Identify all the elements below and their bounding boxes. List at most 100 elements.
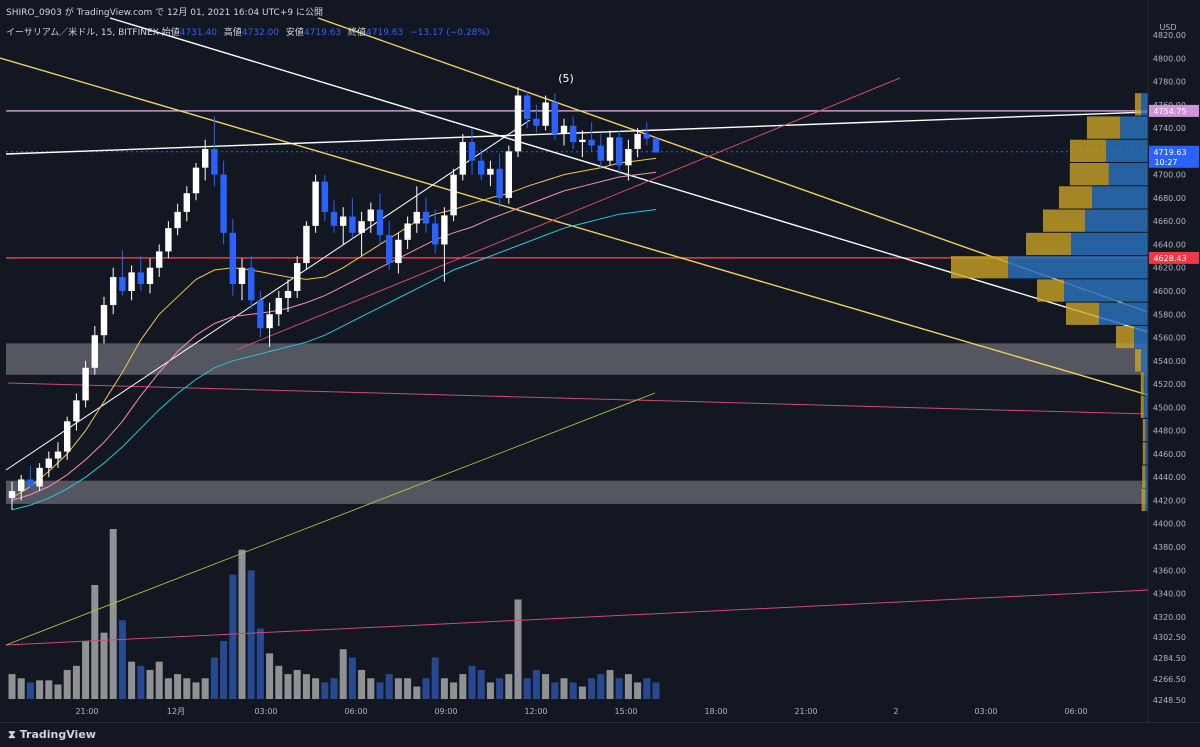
volume-profile-bar [1085,209,1148,232]
price-tick-label: 4700.00 [1153,171,1186,180]
candle-body [229,232,236,285]
candle-body [358,221,365,233]
moving-average-line [11,209,657,511]
price-tick-label: 4820.00 [1153,31,1186,40]
volume-bar [514,599,522,699]
price-tick-label: 4660.00 [1153,217,1186,226]
volume-bar [588,678,596,699]
candle-body [137,272,144,285]
price-tick-label: 4284.50 [1153,654,1186,663]
candle-body [468,142,476,161]
price-axis [1148,0,1200,722]
candle-body [303,225,310,264]
volume-bar [652,682,660,699]
trendline-green[interactable] [5,392,656,646]
volume-profile-bar [1145,418,1148,442]
volume-profile-bar [1026,232,1071,256]
candle-body [284,290,292,298]
price-tick-label: 4480.00 [1153,427,1186,436]
volume-bar [542,674,550,699]
volume-bar [468,665,476,699]
price-tick-label: 4440.00 [1153,473,1186,482]
candle-body [248,267,255,301]
candle-body [202,149,209,168]
symbol-label[interactable]: イーサリアム／米ドル, 15, BITFINEX [6,28,159,38]
trendline-yellow-lower[interactable] [0,57,1149,396]
price-label-box [1149,145,1199,168]
trendline-white-rising[interactable] [5,111,1149,155]
price-tick-label: 4500.00 [1153,403,1186,412]
price-label-countdown: 10:27 [1154,158,1177,167]
trendline-white-thin[interactable] [5,119,531,471]
tradingview-brand[interactable]: ⧗ TradingView [8,728,96,742]
volume-profile-bar [951,256,1008,279]
time-tick-label: 21:00 [794,707,817,716]
volume-bar [247,570,255,699]
candle-body [487,168,494,175]
volume-bar [486,682,494,699]
candle-body [183,193,190,212]
price-tick-label: 4520.00 [1153,380,1186,389]
volume-bar [450,682,458,699]
trendline-red-lower[interactable] [7,382,1149,415]
volume-profile-bar [1116,325,1134,349]
price-label-box [1149,104,1199,117]
volume-bar [63,669,71,699]
candle-body [496,168,503,198]
volume-bar [523,678,531,699]
volume-bar [238,549,246,699]
trendline-red-steep[interactable] [235,77,901,351]
candle-body [413,211,420,224]
trendline-white-channel[interactable] [109,17,1149,333]
candle-body [165,228,172,252]
volume-profile-bar [1145,488,1148,512]
volume-profile-bar [1099,302,1148,325]
volume-profile-bar [1066,302,1099,325]
candle-body [579,139,586,143]
volume-bar [201,678,209,699]
volume-bar [431,657,439,699]
volume-bar [643,678,651,699]
price-tick-label: 4680.00 [1153,194,1186,203]
candle-body [367,209,374,222]
time-tick-label: 12:00 [524,707,547,716]
volume-bar [45,680,53,699]
open-value: 4731.40 [179,28,217,38]
candle-body [570,125,577,143]
volume-profile-bar [1059,186,1092,209]
price-tick-label: 4640.00 [1153,240,1186,249]
footer-bar: ⧗ TradingView [0,722,1200,747]
volume-bar [422,678,430,699]
candle-body [376,209,384,236]
price-tick-label: 4580.00 [1153,310,1186,319]
candle-body [220,174,227,233]
candle-body [625,149,632,166]
volume-bar [440,678,448,699]
volume-profile-bar [1064,279,1148,302]
close-label: 終値 [348,28,367,38]
candle-body [606,137,614,161]
volume-bar [394,678,402,699]
candle-body [616,137,623,166]
volume-profile-bar [1043,209,1085,232]
candle-body [110,277,117,305]
candle-body [82,367,89,401]
candle-body [275,297,282,315]
volume-profile-bar [1145,442,1148,465]
volume-bar [551,682,559,699]
volume-bar [8,674,16,699]
publisher-credit: SHIRO_0903 が TradingView.com で 12月 01, 2… [6,8,323,18]
time-tick-label: 15:00 [614,707,637,716]
low-label: 安値 [285,28,304,38]
candle-body [404,223,411,240]
trendline-red-volume[interactable] [5,589,1149,646]
high-value: 4732.00 [241,28,280,38]
candle-body [18,479,25,492]
volume-bar [256,628,264,699]
candle-body [551,102,558,134]
price-tick-label: 4340.00 [1153,590,1186,599]
volume-bar [560,678,568,699]
volume-profile-bar [1142,465,1146,488]
price-tick-label: 4540.00 [1153,357,1186,366]
